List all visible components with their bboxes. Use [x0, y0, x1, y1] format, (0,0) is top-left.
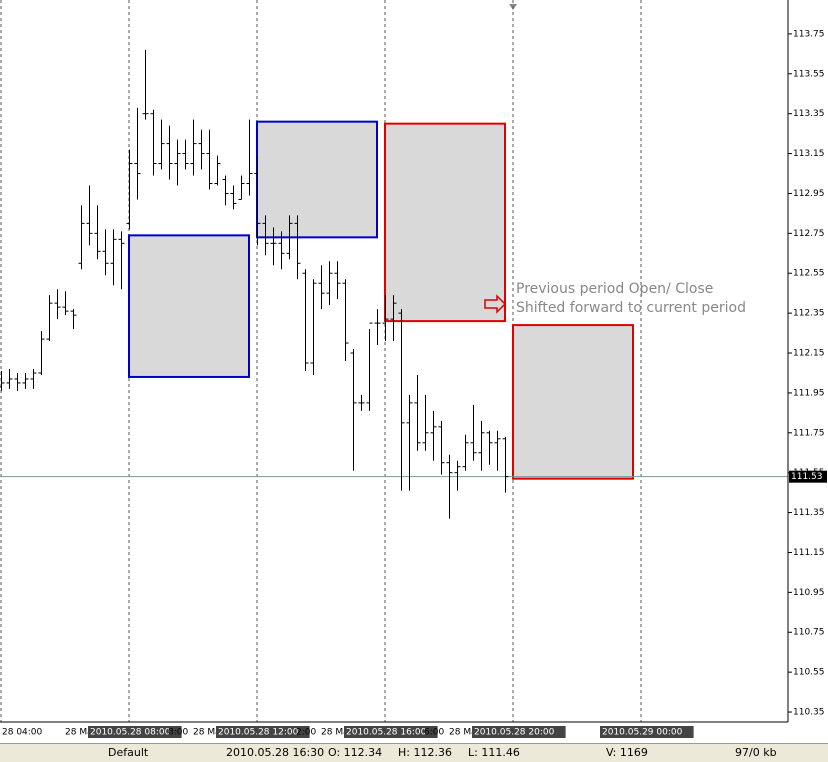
y-tick-label: 112.95: [793, 189, 825, 199]
y-tick-label: 113.15: [793, 149, 825, 159]
x-tick-label: 2010.05.28 16:00: [346, 728, 427, 738]
x-tick-label: 28 Ma: [65, 728, 93, 738]
time-label-bg: [216, 726, 310, 738]
axis-bg: [788, 0, 828, 743]
y-tick-label: 111.15: [793, 548, 825, 558]
period-box: [384, 122, 506, 323]
volume: V: 1169: [606, 746, 648, 759]
x-tick-label: 28 Ma: [193, 728, 221, 738]
time: 2010.05.28 16:30: [226, 746, 325, 759]
y-tick-label: 113.75: [793, 29, 825, 39]
traffic: 97/0 kb: [735, 746, 777, 759]
annotation: Shifted forward to current period: [516, 300, 746, 316]
y-tick-label: 111.75: [793, 428, 825, 438]
time-label-bg: [88, 726, 182, 738]
x-tick-label: 2:00: [296, 728, 316, 738]
time-label-bg: [600, 726, 694, 738]
x-tick-label: 8:00: [168, 728, 188, 738]
high: H: 112.36: [398, 746, 452, 759]
status-bar: Default 2010.05.28 16:30 O: 112.34 H: 11…: [0, 743, 828, 762]
y-tick-label: 110.75: [793, 628, 825, 638]
x-tick-label: 2010.05.28 20:00: [474, 728, 555, 738]
x-tick-label: 28 Ma: [449, 728, 477, 738]
x-tick-label: 2010.05.29 00:00: [602, 728, 683, 738]
open: O: 112.34: [328, 746, 383, 759]
x-tick-label: 2010.05.28 08:00: [90, 728, 171, 738]
low: L: 111.46: [468, 746, 520, 759]
y-tick-label: 110.55: [793, 668, 825, 678]
y-tick-label: 113.55: [793, 69, 825, 79]
annotation-arrow: [484, 294, 507, 314]
y-tick-label: 110.35: [793, 708, 825, 718]
y-tick-label: 112.35: [793, 309, 825, 319]
y-tick-label: 112.55: [793, 269, 825, 279]
annotation: Previous period Open/ Close: [516, 281, 713, 297]
period-box: [512, 324, 634, 480]
y-tick-label: 111.95: [793, 388, 825, 398]
time-label-bg: [344, 726, 438, 738]
time-label-bg: [472, 726, 566, 738]
y-tick-label: 112.75: [793, 229, 825, 239]
current-price-label: 111.53: [791, 472, 823, 482]
y-tick-label: 110.95: [793, 588, 825, 598]
y-tick-label: 113.35: [793, 109, 825, 119]
x-tick-label: 28 Ma: [321, 728, 349, 738]
x-tick-label: 28 04:00: [2, 728, 43, 738]
current-price-box: [789, 470, 827, 483]
period-box: [256, 120, 378, 239]
chart: Previous period Open/ Close Shifted forwa…: [0, 0, 828, 743]
x-tick-label: 6:00: [424, 728, 444, 738]
x-tick-label: 2010.05.28 12:00: [218, 728, 299, 738]
y-tick-label: 112.15: [793, 349, 825, 359]
period-box: [128, 234, 250, 378]
profile: Default: [108, 746, 149, 759]
y-tick-label: 111.35: [793, 508, 825, 518]
